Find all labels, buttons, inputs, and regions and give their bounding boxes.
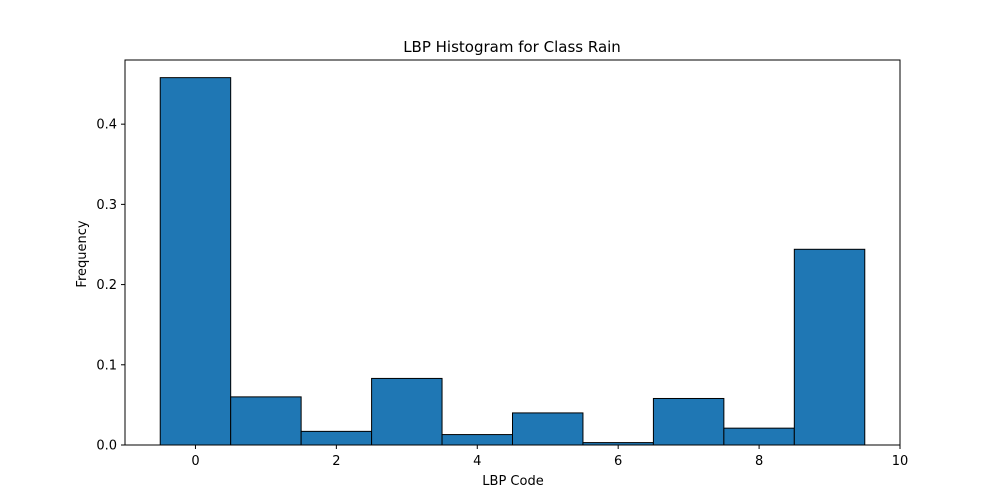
bar-code-4 xyxy=(441,434,513,446)
plot-frame xyxy=(124,59,901,446)
bar-code-7 xyxy=(652,397,725,446)
bar-code-3 xyxy=(371,377,443,446)
x-tick-label: 6 xyxy=(614,454,622,469)
bar-code-5 xyxy=(512,412,584,446)
x-axis-ticks: 0 2 4 6 8 10 xyxy=(191,445,908,469)
bar-code-2 xyxy=(300,430,373,446)
bar-code-0 xyxy=(159,77,232,446)
y-axis-ticks: 0.0 0.1 0.2 0.3 0.4 xyxy=(96,118,125,454)
y-axis-label: Frequency xyxy=(75,220,90,287)
y-tick-label: 0.0 xyxy=(96,439,117,454)
x-tick-label: 4 xyxy=(473,454,481,469)
y-tick-label: 0.2 xyxy=(96,278,117,293)
bars-group xyxy=(159,77,866,446)
y-tick-label: 0.3 xyxy=(96,198,117,213)
x-tick-label: 10 xyxy=(892,454,909,469)
bar-code-9 xyxy=(793,248,866,446)
x-tick-label: 2 xyxy=(332,454,340,469)
bar-code-8 xyxy=(723,427,795,446)
x-tick-label: 8 xyxy=(755,454,763,469)
y-tick-label: 0.4 xyxy=(96,118,117,133)
x-axis-label: LBP Code xyxy=(482,474,543,489)
bar-code-1 xyxy=(230,396,302,446)
x-tick-label: 0 xyxy=(191,454,199,469)
y-tick-label: 0.1 xyxy=(96,358,117,373)
chart-title: LBP Histogram for Class Rain xyxy=(403,38,621,56)
